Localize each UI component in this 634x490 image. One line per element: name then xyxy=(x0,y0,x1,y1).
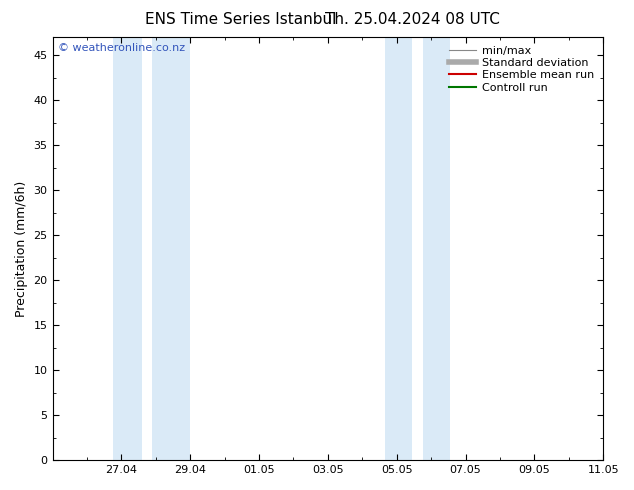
Text: © weatheronline.co.nz: © weatheronline.co.nz xyxy=(58,44,185,53)
Y-axis label: Precipitation (mm/6h): Precipitation (mm/6h) xyxy=(15,180,28,317)
Legend: min/max, Standard deviation, Ensemble mean run, Controll run: min/max, Standard deviation, Ensemble me… xyxy=(445,43,598,96)
Bar xyxy=(113,37,142,460)
Bar xyxy=(152,37,190,460)
Text: ENS Time Series Istanbul: ENS Time Series Istanbul xyxy=(145,12,337,27)
Text: Th. 25.04.2024 08 UTC: Th. 25.04.2024 08 UTC xyxy=(325,12,500,27)
Bar xyxy=(422,37,450,460)
Bar xyxy=(385,37,412,460)
